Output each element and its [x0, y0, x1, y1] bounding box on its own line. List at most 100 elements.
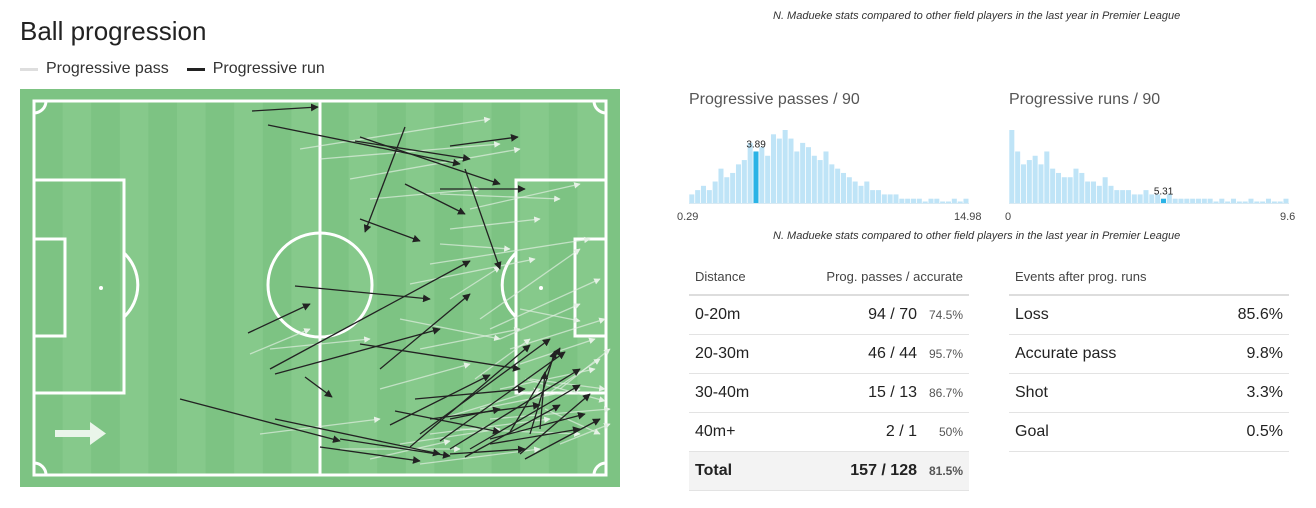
progressive-pass-arrow: [524, 378, 606, 403]
distance-table-header: Distance Prog. passes / accurate: [689, 258, 969, 296]
histogram-title-passes: Progressive passes / 90: [689, 91, 860, 108]
pitch-stripe: [234, 101, 263, 475]
histogram-bar: [1009, 130, 1015, 203]
histogram-bar: [794, 151, 800, 203]
progressive-pass-arrow: [249, 328, 311, 355]
histogram-bar: [922, 201, 928, 203]
progressive-runs: [179, 103, 601, 464]
histogram-bar: [1067, 177, 1073, 203]
histogram-bar: [916, 198, 922, 203]
histogram-bar: [957, 201, 963, 203]
histogram-bar: [1032, 155, 1038, 203]
header-distance: Distance: [689, 258, 776, 296]
progressive-pass-arrow: [474, 338, 531, 380]
progressive-pass-arrow: [259, 416, 381, 435]
progressive-pass-arrow: [299, 116, 491, 150]
header-passes: Prog. passes / accurate: [775, 258, 969, 296]
histogram-bar: [1260, 201, 1266, 203]
comparison-note-top: N. Madueke stats compared to other field…: [773, 10, 1181, 22]
progressive-run-arrow: [439, 351, 566, 442]
progressive-run-arrow: [539, 371, 549, 430]
progressive-pass-arrow: [449, 216, 541, 230]
row-label: 30-40m: [689, 373, 776, 413]
histogram-bar: [741, 160, 747, 203]
histogram-bar: [1172, 198, 1178, 203]
progressive-pass-arrow: [559, 423, 611, 445]
table-row: Accurate pass 9.8%: [1009, 334, 1289, 374]
histogram-bar: [1225, 201, 1231, 203]
run-swatch: [186, 67, 205, 71]
histogram-bar: [1265, 198, 1271, 203]
progressive-run-arrow: [414, 385, 526, 400]
histogram-runs: 5.31: [1009, 130, 1289, 204]
progressive-pass-arrow: [399, 318, 501, 342]
histogram-bar: [765, 155, 771, 203]
histogram-bar: [1149, 194, 1155, 203]
total-label: Total: [689, 451, 776, 491]
histogram-bar: [1207, 198, 1213, 203]
histogram-bar: [1195, 198, 1201, 203]
progressive-pass-arrow: [499, 303, 581, 340]
table-total-row: Total 157 / 128 81.5%: [689, 451, 969, 491]
histogram-bar: [712, 181, 718, 203]
histogram-bar: [858, 185, 864, 203]
histogram-bar: [1190, 198, 1196, 203]
histogram-bar: [1055, 172, 1061, 203]
histogram-highlight-label: 5.31: [1154, 187, 1174, 198]
histogram-bar: [1236, 201, 1242, 203]
histogram-bar: [846, 177, 852, 203]
histogram-bar: [770, 134, 776, 203]
progressive-pass-arrow: [439, 243, 511, 252]
progressive-run-arrow: [524, 418, 601, 460]
histogram-bar: [1242, 201, 1248, 203]
histogram-bar: [782, 130, 788, 203]
histogram-bar: [1283, 198, 1289, 203]
row-value: 2 / 1: [885, 423, 917, 440]
histogram-bar: [881, 194, 887, 203]
legend-item-pass: Progressive pass: [20, 60, 169, 78]
histogram-bar: [1085, 181, 1091, 203]
progressive-run-arrow: [251, 103, 319, 112]
progressive-pass-arrow: [409, 256, 536, 285]
histogram-bar: [951, 198, 957, 203]
histogram-bar: [706, 190, 712, 203]
histogram-bar: [1137, 194, 1143, 203]
progressive-run-arrow: [354, 140, 471, 162]
progressive-run-arrow: [489, 426, 581, 445]
histogram-bar: [945, 201, 951, 203]
histogram-bar: [1155, 194, 1161, 203]
progressive-pass-arrow: [519, 308, 581, 324]
histogram-bar: [1044, 151, 1050, 203]
header-events: Events after prog. runs: [1009, 258, 1289, 296]
histogram-bar: [1271, 201, 1277, 203]
histogram-bar: [852, 181, 858, 203]
progressive-pass-arrow: [319, 141, 501, 160]
histogram-runs-max: 9.6: [1280, 211, 1296, 223]
progressive-pass-arrow: [544, 408, 601, 435]
progressive-run-arrow: [274, 418, 441, 457]
histogram-bar: [689, 194, 695, 203]
histogram-bar: [788, 138, 794, 203]
legend: Progressive pass Progressive run: [20, 60, 325, 78]
legend-item-run: Progressive run: [186, 60, 325, 78]
row-pct: 74.5%: [928, 308, 963, 322]
histogram-passes: 3.89: [689, 130, 969, 204]
histogram-bar: [1219, 198, 1225, 203]
histogram-bar: [1108, 185, 1114, 203]
event-value: 85.6%: [1194, 295, 1289, 335]
progressive-run-arrow: [469, 384, 581, 450]
histogram-bar: [899, 198, 905, 203]
histogram-bar: [1096, 185, 1102, 203]
progressive-pass-arrow: [469, 182, 581, 210]
table-row: 0-20m 94 / 70 74.5%: [689, 295, 969, 335]
histogram-bar: [829, 164, 835, 203]
histogram-bar: [1201, 198, 1207, 203]
histogram-bar: [805, 147, 811, 203]
histogram-bar: [776, 138, 782, 203]
table-row: 40m+ 2 / 1 50%: [689, 412, 969, 452]
histogram-bar: [1230, 198, 1236, 203]
progressive-pass-arrow: [439, 387, 541, 420]
progressive-run-arrow: [294, 285, 431, 303]
progressive-run-arrow: [339, 438, 451, 459]
histogram-bar: [1038, 164, 1044, 203]
